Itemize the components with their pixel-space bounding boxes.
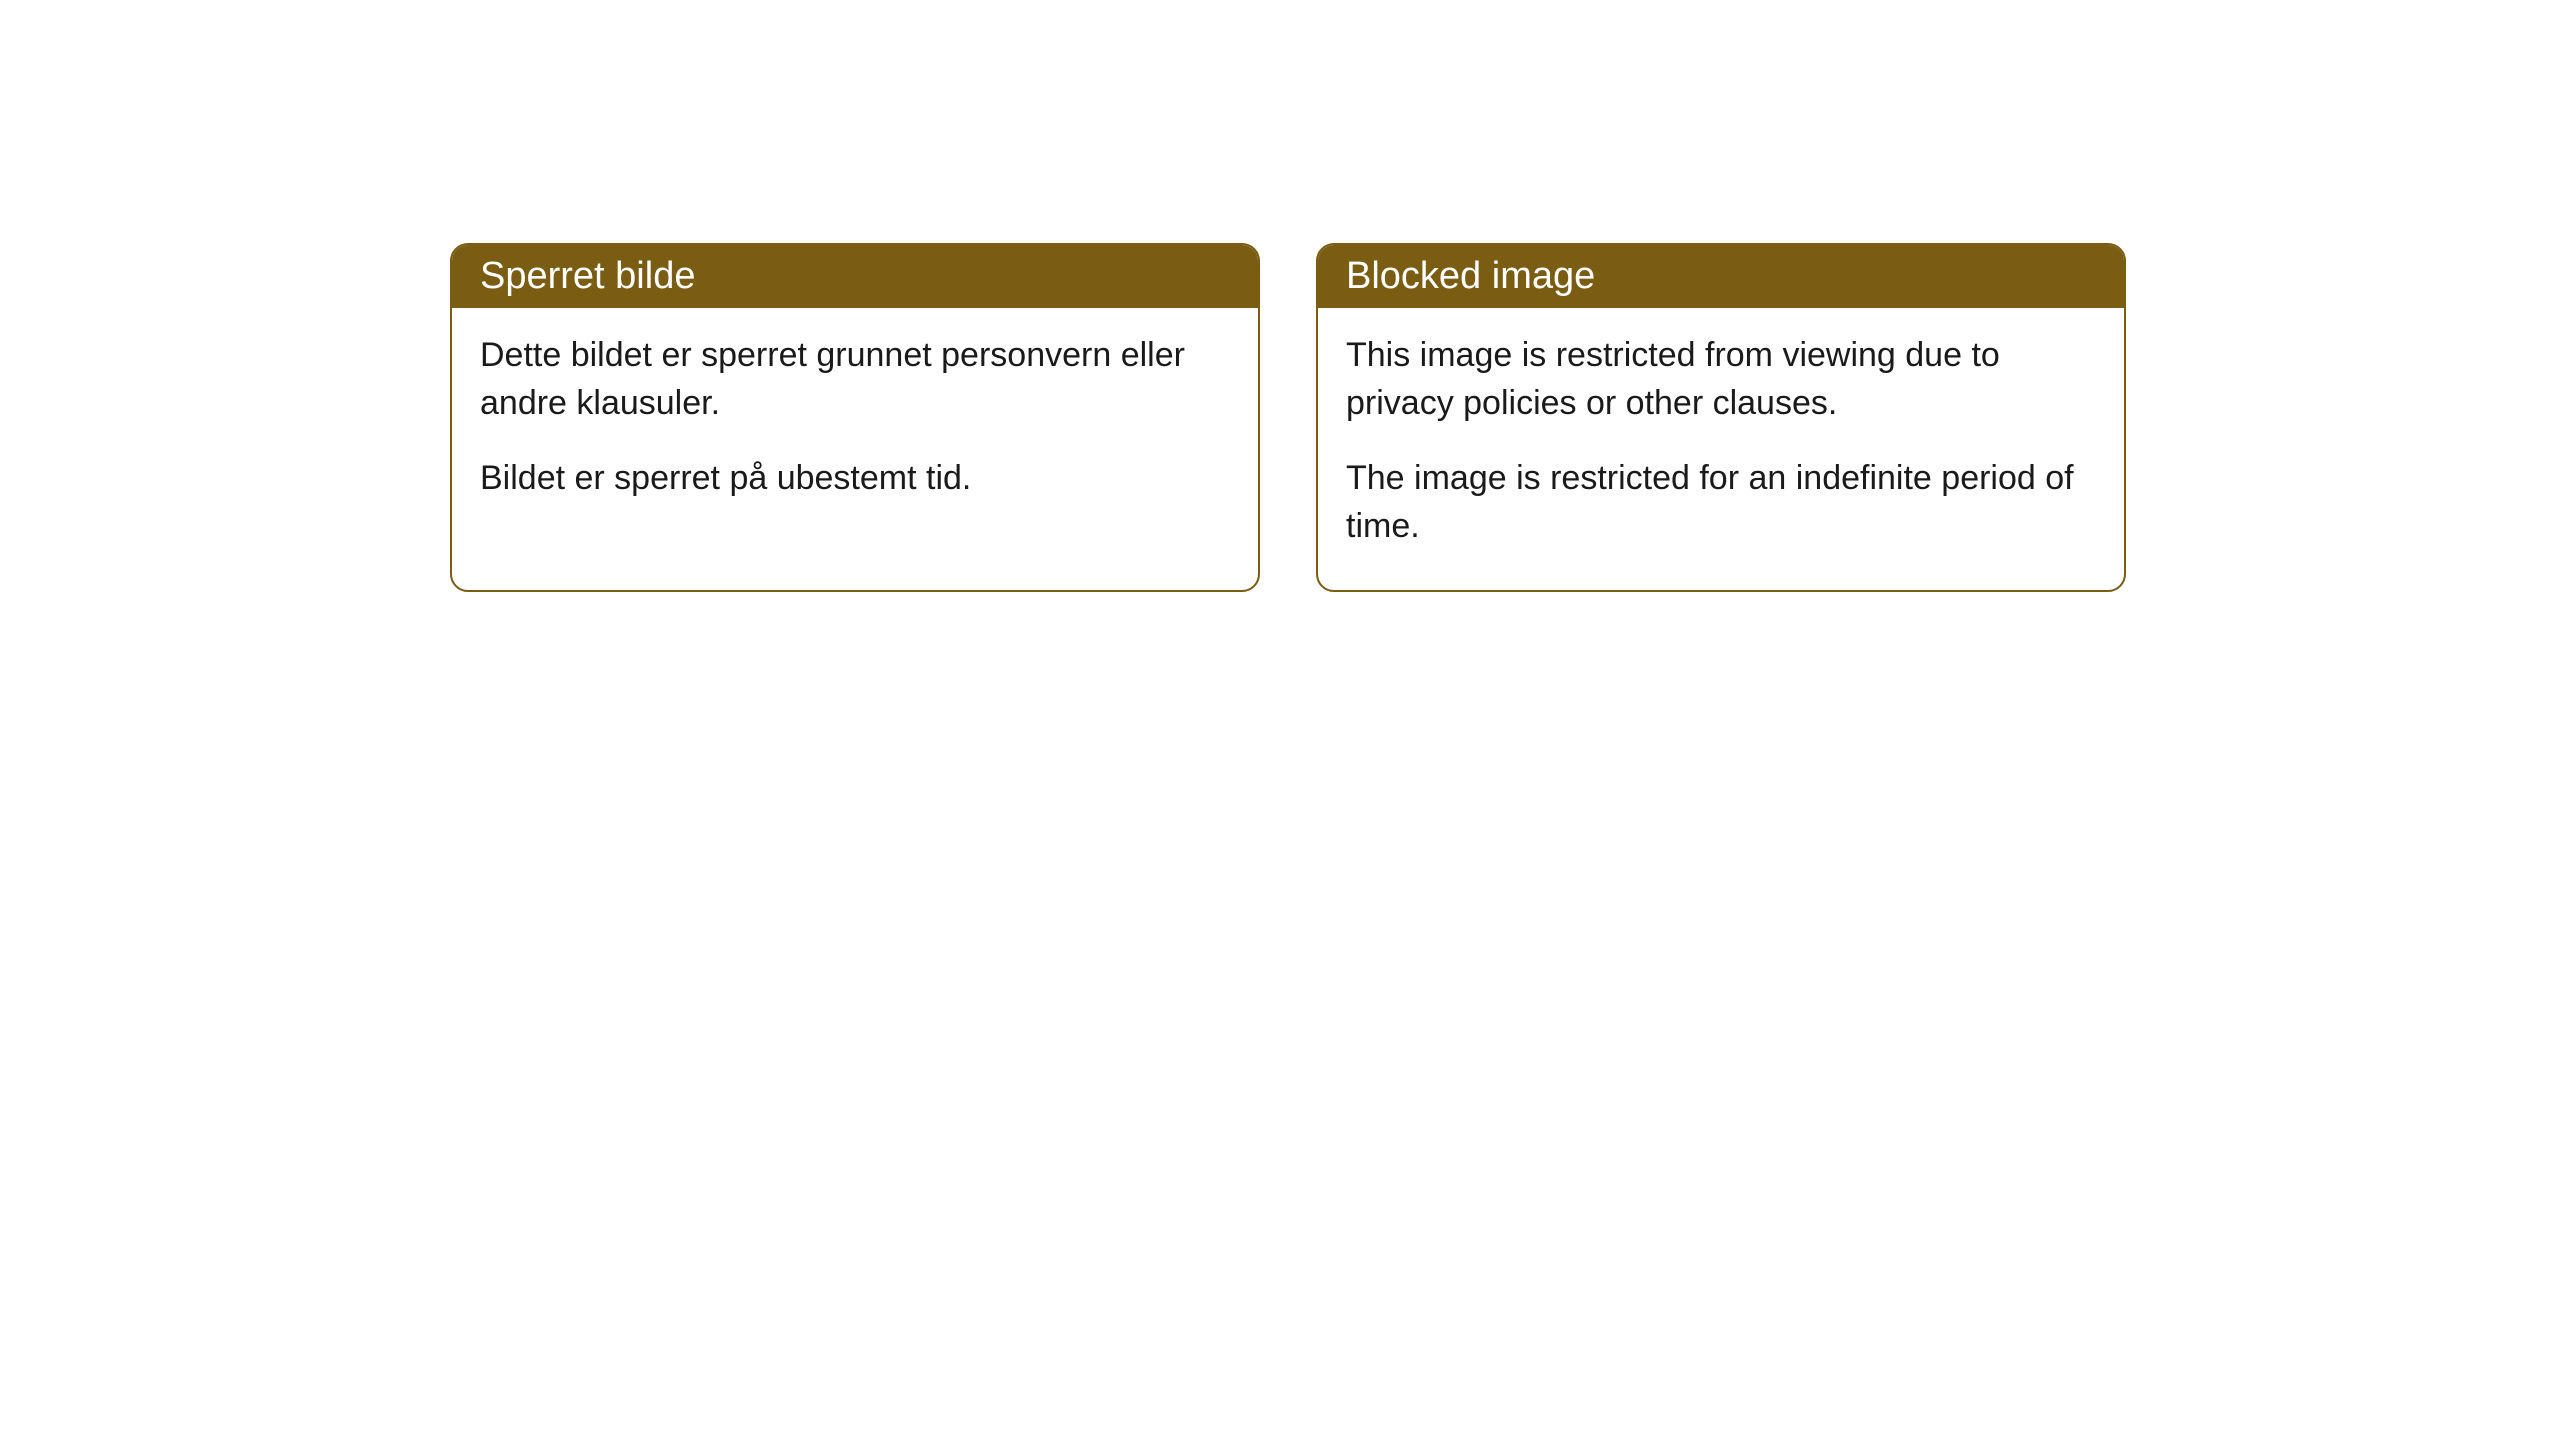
- notice-paragraph-2: Bildet er sperret på ubestemt tid.: [480, 455, 1230, 503]
- notice-title: Blocked image: [1346, 255, 1595, 297]
- notice-card-english: Blocked image This image is restricted f…: [1316, 243, 2126, 592]
- notice-body-norwegian: Dette bildet er sperret grunnet personve…: [452, 308, 1258, 543]
- notice-title: Sperret bilde: [480, 255, 695, 297]
- notice-container: Sperret bilde Dette bildet er sperret gr…: [450, 243, 2126, 592]
- notice-card-norwegian: Sperret bilde Dette bildet er sperret gr…: [450, 243, 1260, 592]
- notice-body-english: This image is restricted from viewing du…: [1318, 308, 2124, 590]
- notice-paragraph-1: This image is restricted from viewing du…: [1346, 332, 2096, 427]
- notice-paragraph-2: The image is restricted for an indefinit…: [1346, 455, 2096, 550]
- notice-header-norwegian: Sperret bilde: [452, 245, 1258, 308]
- notice-paragraph-1: Dette bildet er sperret grunnet personve…: [480, 332, 1230, 427]
- notice-header-english: Blocked image: [1318, 245, 2124, 308]
